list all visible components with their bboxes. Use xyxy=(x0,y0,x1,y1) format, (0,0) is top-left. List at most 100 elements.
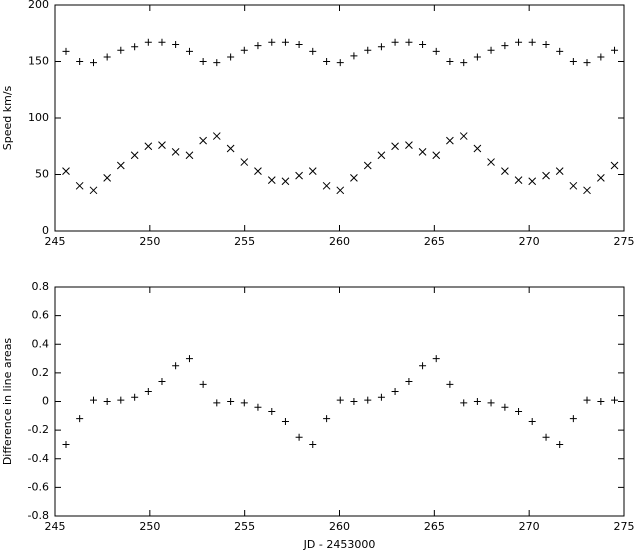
point xyxy=(309,47,317,55)
point xyxy=(432,47,440,55)
point xyxy=(336,396,344,404)
y-tick-label: -0.6 xyxy=(28,480,49,493)
y-tick-label: 0 xyxy=(42,224,49,237)
x-tick-label: 245 xyxy=(45,235,66,248)
point xyxy=(487,158,495,166)
point xyxy=(240,399,248,407)
point xyxy=(103,53,111,61)
point xyxy=(555,167,564,175)
x-tick-label: 255 xyxy=(234,520,255,533)
point xyxy=(473,398,481,405)
point xyxy=(542,171,550,180)
point xyxy=(473,53,481,61)
point xyxy=(117,396,125,404)
y-tick-label: 200 xyxy=(28,0,49,11)
point xyxy=(62,440,70,448)
point xyxy=(213,399,221,407)
point xyxy=(610,161,619,170)
point xyxy=(487,399,495,407)
point xyxy=(117,46,125,54)
x-tick-label: 245 xyxy=(45,520,66,533)
point xyxy=(185,47,193,55)
point xyxy=(350,52,358,60)
point xyxy=(391,142,399,151)
point xyxy=(391,387,399,395)
y-tick-label: -0.2 xyxy=(28,423,49,436)
point xyxy=(418,148,427,156)
point xyxy=(446,380,454,388)
point xyxy=(199,136,207,145)
point xyxy=(240,158,249,166)
point xyxy=(158,141,166,149)
point xyxy=(569,181,578,190)
point xyxy=(281,418,289,426)
point xyxy=(281,38,289,46)
point xyxy=(432,355,440,363)
point xyxy=(583,59,591,67)
point xyxy=(611,46,619,54)
point xyxy=(501,167,509,175)
point xyxy=(515,38,523,46)
point xyxy=(144,38,152,46)
point xyxy=(419,362,427,370)
point xyxy=(295,433,303,441)
point xyxy=(309,440,317,448)
point xyxy=(556,47,564,55)
point xyxy=(514,176,523,185)
y-tick-label: -0.4 xyxy=(28,452,49,465)
x-axis-label: JD - 2453000 xyxy=(303,538,376,551)
point xyxy=(254,403,262,411)
point xyxy=(487,46,495,54)
point xyxy=(377,151,386,160)
point xyxy=(336,59,344,67)
point xyxy=(227,53,235,61)
x-tick-label: 275 xyxy=(614,235,635,248)
point xyxy=(254,42,262,50)
point xyxy=(254,167,262,175)
point xyxy=(76,58,84,65)
point xyxy=(350,174,358,182)
x-tick-label: 260 xyxy=(329,520,350,533)
point xyxy=(267,176,276,185)
point xyxy=(350,398,358,405)
y-axis-label: Speed km/s xyxy=(1,85,14,150)
point xyxy=(446,58,454,65)
point xyxy=(391,38,399,46)
point xyxy=(569,415,577,423)
x-tick-label: 275 xyxy=(614,520,635,533)
x-tick-label: 250 xyxy=(139,520,160,533)
point xyxy=(226,144,235,153)
y-tick-label: 0.6 xyxy=(32,309,50,322)
point xyxy=(185,355,193,363)
point xyxy=(377,43,385,51)
point xyxy=(542,433,550,441)
point xyxy=(199,380,207,388)
point xyxy=(116,161,125,170)
x-tick-label: 265 xyxy=(424,520,445,533)
point xyxy=(185,151,194,160)
x-tick-label: 270 xyxy=(519,235,540,248)
point xyxy=(240,46,248,54)
point xyxy=(446,136,454,145)
point xyxy=(75,181,84,190)
point xyxy=(227,398,235,405)
point xyxy=(268,408,276,416)
x-tick-label: 270 xyxy=(519,520,540,533)
point xyxy=(172,41,180,49)
point xyxy=(556,440,564,448)
y-axis-label: Difference in line areas xyxy=(1,338,14,466)
x-tick-label: 250 xyxy=(139,235,160,248)
point xyxy=(459,132,468,140)
x-tick-label: 255 xyxy=(234,235,255,248)
point xyxy=(144,387,152,395)
point xyxy=(90,59,98,67)
point xyxy=(583,186,591,195)
point xyxy=(199,58,207,65)
y-tick-label: 0.8 xyxy=(32,280,50,293)
point xyxy=(295,41,303,49)
point xyxy=(323,415,331,423)
y-tick-label: -0.8 xyxy=(28,509,49,522)
point xyxy=(405,141,413,149)
point xyxy=(103,174,112,182)
